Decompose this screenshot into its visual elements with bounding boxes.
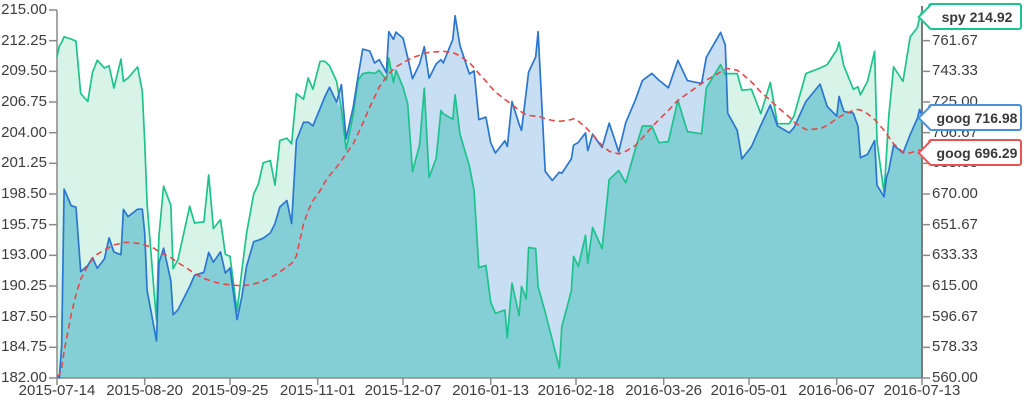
y-axis-right-tick-label: 596.67	[932, 307, 978, 325]
goog-price-callout: goog 716.98	[917, 104, 1022, 131]
y-axis-left-tick-label: 184.75	[1, 338, 47, 356]
y-axis-left-tick-label: 190.25	[1, 277, 47, 294]
x-axis-tick-label: 2015-07-14	[18, 382, 96, 399]
y-axis-left-tick-label: 206.75	[1, 93, 47, 110]
y-axis-left-tick-label: 195.75	[1, 215, 47, 233]
x-axis-tick-label: 2016-02-18	[537, 382, 615, 399]
y-axis-left-tick-label: 215.00	[1, 1, 47, 18]
y-axis-right-tick-label: 615.00	[932, 277, 978, 294]
x-axis-tick-label: 2015-12-07	[364, 382, 442, 399]
y-axis-right-tick-label: 633.33	[932, 246, 978, 264]
y-axis-left-tick-label: 198.50	[1, 185, 47, 202]
y-axis-left-tick-label: 187.50	[1, 307, 47, 325]
y-axis-right-tick-label: 560.00	[932, 369, 978, 386]
y-axis-right-tick-label: 651.67	[932, 215, 978, 233]
goog-ma-callout-label: goog 696.29	[936, 144, 1018, 161]
y-axis-left-tick-label: 212.25	[1, 31, 47, 49]
x-axis-tick-label: 2016-05-01	[710, 382, 788, 399]
y-axis-right-tick-label: 670.00	[932, 185, 978, 202]
goog-callout-label: goog 716.98	[936, 109, 1018, 126]
y-axis-left-tick-label: 204.00	[1, 123, 47, 141]
x-axis-tick-label: 2015-11-01	[279, 382, 356, 399]
x-axis-tick-label: 2016-07-13	[883, 382, 961, 399]
y-axis-right-tick-label: 743.33	[932, 62, 978, 80]
y-axis-left-tick-label: 182.00	[1, 369, 47, 386]
spy-price-callout: spy 214.92	[917, 3, 1022, 30]
y-axis-right-tick-label: 578.33	[932, 338, 978, 356]
x-axis-tick-label: 2016-06-07	[798, 382, 876, 399]
y-axis-left-tick-label: 209.50	[1, 62, 47, 80]
x-axis-tick-label: 2015-09-25	[191, 382, 269, 399]
y-axis-left-tick-label: 193.00	[1, 246, 47, 264]
x-axis-tick-label: 2016-03-26	[625, 382, 703, 399]
y-axis-left-tick-label: 201.25	[1, 154, 47, 172]
spy-callout-label: spy 214.92	[941, 8, 1013, 25]
goog-ma-price-callout: goog 696.29	[917, 139, 1022, 166]
x-axis-tick-label: 2015-08-20	[106, 382, 184, 399]
y-axis-right-tick-label: 761.67	[932, 31, 978, 49]
x-axis-tick-label: 2016-01-13	[452, 382, 530, 399]
